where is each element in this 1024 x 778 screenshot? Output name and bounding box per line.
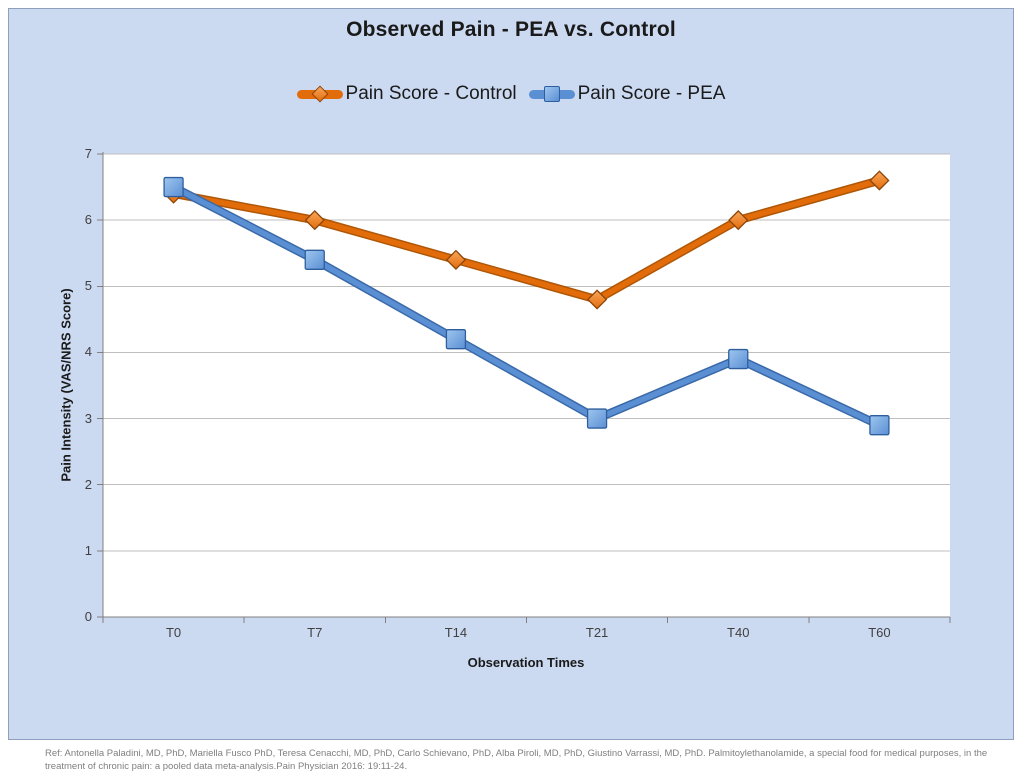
plot-area [97,152,951,623]
data-point-pea-T60 [869,415,890,436]
x-tick-label-T60: T60 [868,625,891,640]
y-tick-label-7: 7 [84,146,92,161]
y-tick-label-1: 1 [84,542,92,558]
legend-item-pea: Pain Score - PEA [528,83,726,105]
chart-title: Observed Pain - PEA vs. Control [346,18,676,41]
reference-footnote: Ref: Antonella Paladini, MD, PhD, Mariel… [45,748,988,773]
y-tick-label-5: 5 [84,278,92,294]
x-tick-label-T0: T0 [165,625,182,640]
x-axis-title: Observation Times [467,655,585,670]
data-point-pea-T14 [445,329,467,350]
control-line-swatch [296,85,343,103]
data-point-pea-T0 [163,176,184,198]
plot-background [103,154,950,617]
legend-label-control: Pain Score - Control [345,83,517,104]
y-axis-title: Pain Intensity (VAS/NRS Score) [58,288,74,482]
x-tick-label-T40: T40 [727,625,750,640]
chart-panel: Observed Pain - PEA vs. Control Pain Sco… [8,8,1014,740]
data-point-pea-T7 [304,249,325,270]
legend: Pain Score - Control Pain Score - PEA [9,81,1013,107]
x-tick-label-T7: T7 [307,625,323,640]
y-tick-label-4: 4 [84,344,92,360]
y-tick-label-3: 3 [84,410,92,426]
pea-line-swatch [528,86,575,102]
y-tick-label-0: 0 [84,609,92,624]
data-point-pea-T21 [586,408,608,429]
data-point-control-T7 [304,210,325,231]
legend-label-pea: Pain Score - PEA [577,83,726,104]
data-point-control-T60 [869,170,890,191]
data-point-pea-T40 [728,348,749,370]
control-diamond-icon [311,85,329,103]
x-tick-label-T21: T21 [585,625,609,640]
series-line-control [170,177,883,303]
legend-item-control: Pain Score - Control [296,83,517,105]
pea-square-icon [543,86,560,102]
series-line-pea [170,184,883,428]
y-tick-label-6: 6 [84,212,92,228]
data-point-control-T14 [445,249,467,270]
data-point-control-T21 [586,289,608,310]
data-point-control-T40 [728,210,749,231]
y-tick-label-2: 2 [84,476,92,492]
x-tick-label-T14: T14 [444,625,468,640]
